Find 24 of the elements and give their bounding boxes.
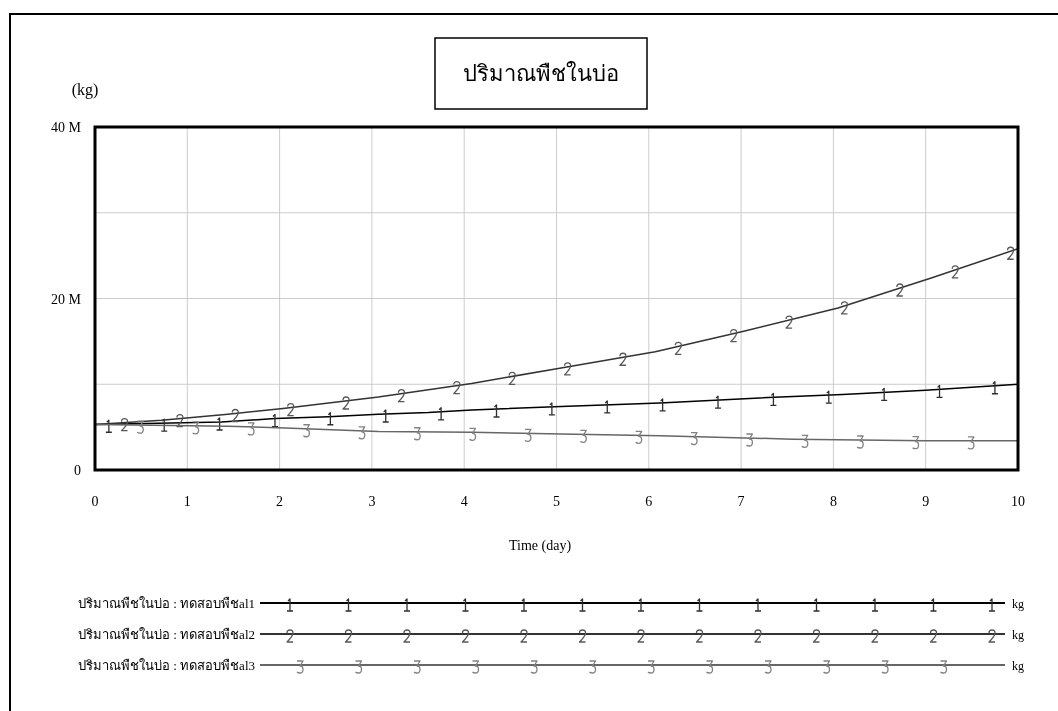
x-tick-label: 7 (737, 494, 745, 509)
text: kg (1012, 659, 1024, 673)
chart-title: ปริมาณพืชในบ่อ (463, 61, 619, 86)
y-tick-label: 0 (74, 463, 81, 478)
text: kg (1012, 597, 1024, 611)
x-axis-title: Time (day) (508, 538, 572, 554)
x-tick-label: 5 (553, 494, 560, 509)
y-tick-label: 20 M (51, 291, 82, 307)
y-tick-label: 40 M (51, 120, 82, 135)
x-tick-label: 4 (460, 494, 468, 509)
legend-label: ปริมาณพืชในบ่อ : ทดสอบพืชal2 (78, 627, 255, 642)
y-axis-title: (kg) (71, 81, 99, 99)
x-tick-label: 3 (368, 494, 376, 509)
legend-label: ปริมาณพืชในบ่อ : ทดสอบพืชal1 (78, 596, 255, 611)
x-tick-label: 0 (91, 494, 99, 509)
x-tick-label: 8 (829, 494, 837, 509)
text: kg (1012, 628, 1024, 642)
x-tick-label: 6 (645, 494, 653, 509)
x-tick-label: 10 (1011, 494, 1025, 509)
line-series (94, 423, 1019, 442)
x-tick-label: 9 (922, 494, 930, 509)
legend-label: ปริมาณพืชในบ่อ : ทดสอบพืชal3 (78, 658, 255, 673)
x-tick-label: 2 (276, 494, 284, 509)
x-tick-label: 1 (183, 494, 191, 509)
